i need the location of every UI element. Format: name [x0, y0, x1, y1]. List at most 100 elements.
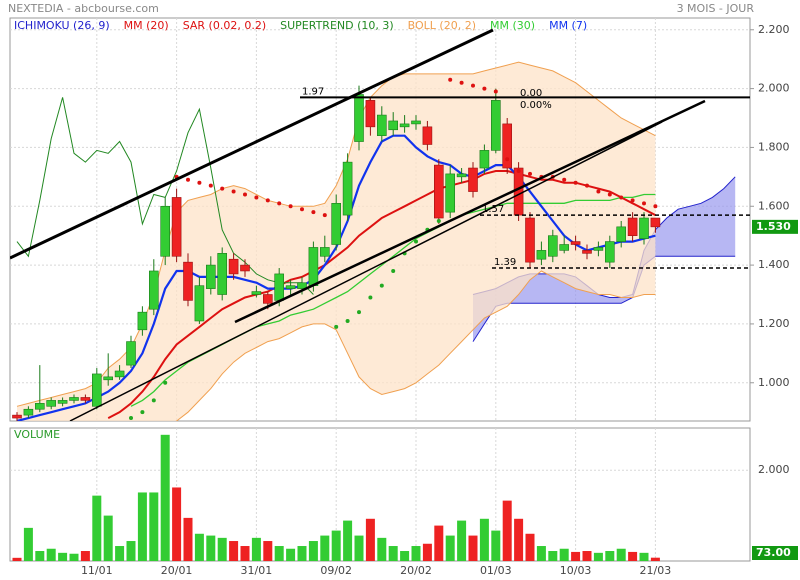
- volume-bar: [525, 533, 535, 561]
- level-label: 1.57: [482, 204, 504, 215]
- volume-bar: [308, 541, 318, 561]
- volume-bar: [69, 553, 79, 561]
- candle-body: [103, 376, 113, 381]
- candle-body: [502, 123, 513, 169]
- legend-entry: MM (20): [124, 19, 169, 32]
- legend-entry: ICHIMOKU (26, 9): [14, 19, 110, 32]
- candle-body: [650, 217, 661, 228]
- candle-body: [183, 261, 193, 301]
- x-tick-label: 20/02: [400, 564, 432, 577]
- candle-body: [274, 273, 285, 301]
- sar-dot: [300, 207, 304, 212]
- last-value-label: 73.00: [756, 546, 791, 559]
- candle-body: [160, 205, 170, 257]
- candle-body: [513, 167, 524, 216]
- volume-bar: [149, 492, 159, 561]
- volume-bar: [388, 546, 398, 561]
- volume-bar: [400, 551, 410, 561]
- volume-bar: [23, 527, 33, 561]
- sar-dot: [630, 198, 635, 203]
- candle-body: [490, 100, 501, 151]
- period-label: 3 MOIS - JOUR: [677, 2, 755, 15]
- y-tick-label: 1.400: [758, 258, 790, 271]
- sar-dot: [459, 80, 464, 85]
- candle-body: [559, 244, 570, 251]
- volume-bar: [365, 518, 375, 561]
- candle-body: [547, 235, 558, 257]
- x-tick-label: 21/03: [640, 564, 672, 577]
- volume-bar: [514, 518, 524, 561]
- y-tick-label: 2.200: [758, 23, 790, 36]
- sar-dot: [562, 177, 567, 182]
- sar-dot: [265, 198, 270, 203]
- volume-bar: [422, 543, 432, 561]
- volume-bar: [479, 518, 489, 561]
- volume-bars: [12, 434, 660, 561]
- y-tick-label: 1.200: [758, 317, 790, 330]
- volume-bar: [650, 557, 660, 561]
- candle-body: [422, 126, 433, 145]
- volume-bar: [286, 548, 296, 561]
- candle-body: [616, 226, 627, 242]
- volume-bar: [616, 548, 626, 561]
- volume-bar: [263, 541, 273, 561]
- candle-body: [240, 264, 250, 272]
- trend-line: [234, 99, 706, 324]
- candle-body: [262, 294, 273, 304]
- sar-dot: [573, 180, 578, 185]
- x-tick-label: 10/03: [560, 564, 592, 577]
- sar-dot: [208, 183, 213, 188]
- sar-dot: [334, 324, 339, 329]
- volume-bar: [172, 487, 182, 561]
- volume-bar: [377, 537, 387, 561]
- volume-bar: [343, 520, 353, 561]
- legend-entry: SUPERTREND (10, 3): [280, 19, 394, 32]
- candle-body: [604, 241, 615, 263]
- sar-dot: [493, 89, 498, 94]
- candle-body: [12, 414, 22, 419]
- candle-body: [468, 167, 478, 192]
- candle-body: [331, 203, 342, 245]
- candle-body: [411, 120, 421, 125]
- volume-bar: [502, 500, 512, 561]
- level-label: 1.39: [494, 257, 516, 268]
- candle-body: [114, 370, 125, 378]
- volume-bar: [251, 537, 261, 561]
- candle-body: [23, 408, 34, 416]
- volume-bar: [354, 535, 364, 561]
- x-tick-label: 09/02: [320, 564, 352, 577]
- drawings: [10, 28, 750, 421]
- candle-body: [639, 217, 649, 239]
- volume-bar: [183, 517, 193, 561]
- volume-bar: [297, 546, 307, 561]
- volume-bar: [468, 535, 478, 561]
- candle-body: [525, 217, 535, 263]
- sar-dot: [379, 283, 384, 288]
- candle-body: [582, 250, 592, 254]
- candle-body: [433, 164, 444, 219]
- x-tick-label: 31/01: [241, 564, 273, 577]
- labels: 1.000 1.200 1.400 1.600 1.800 2.000 2.200 2.000…: [14, 19, 798, 577]
- sar-dot: [505, 157, 510, 162]
- sar-dot: [357, 310, 361, 315]
- candle-body: [194, 285, 205, 322]
- candle-body: [69, 397, 79, 401]
- candle-body: [342, 161, 353, 216]
- volume-bar: [12, 557, 22, 561]
- legend-entry: BOLL (20, 2): [408, 19, 476, 32]
- legend-entry: MM (7): [549, 19, 587, 32]
- sar-dot: [528, 171, 532, 176]
- candle-body: [365, 100, 376, 128]
- volume-bar: [548, 551, 558, 561]
- volume-title: VOLUME: [14, 428, 60, 441]
- x-tick-label: 20/01: [161, 564, 193, 577]
- sar-dot: [197, 180, 202, 185]
- trend-line: [10, 28, 494, 260]
- volume-bar: [229, 541, 239, 561]
- candle-body: [149, 270, 159, 310]
- candle-body: [445, 173, 456, 213]
- sar-dot: [163, 380, 168, 385]
- sar-dot: [311, 210, 316, 215]
- sar-dot: [391, 268, 396, 273]
